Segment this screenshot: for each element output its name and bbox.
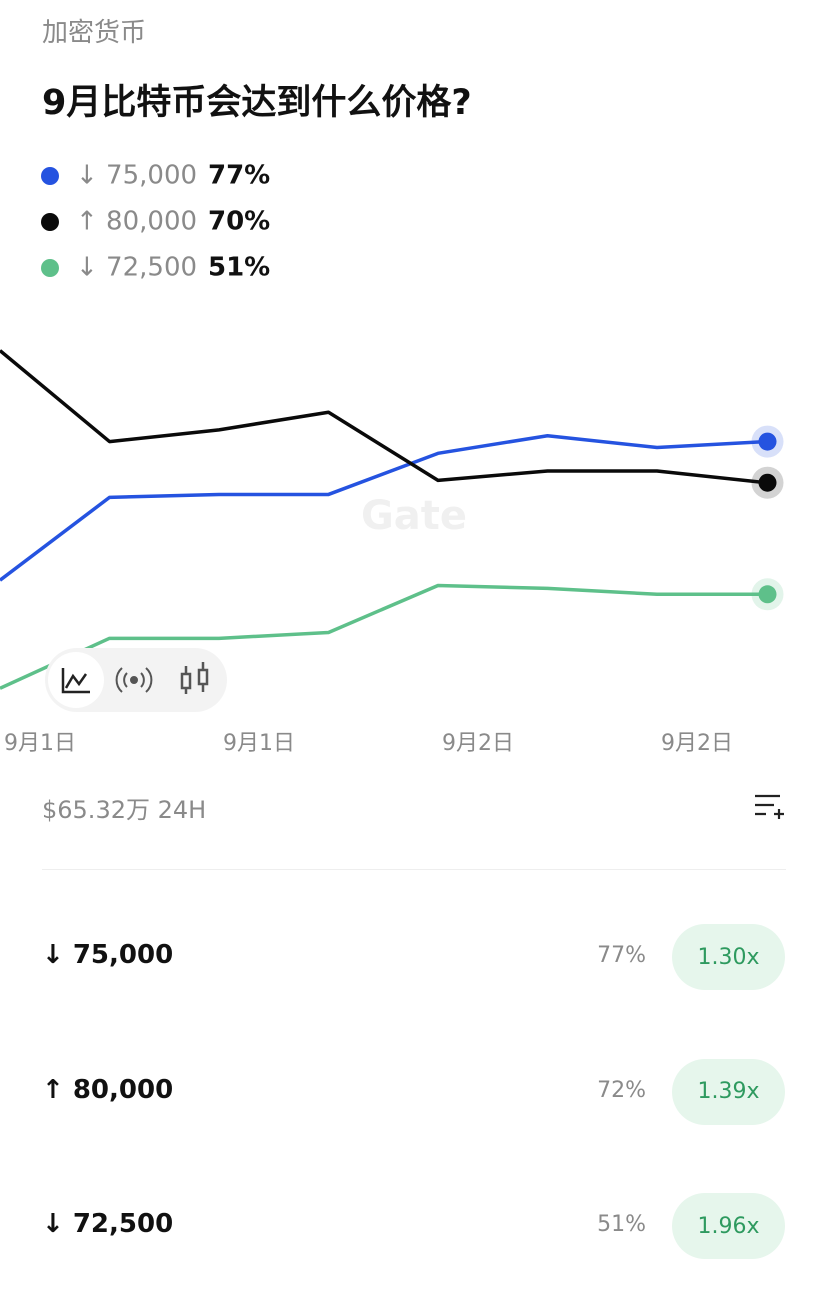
filter-icon[interactable]	[752, 792, 786, 822]
legend-dot	[41, 259, 59, 277]
live-icon[interactable]	[115, 667, 153, 693]
legend-value: 70%	[208, 207, 270, 237]
series-line	[0, 433, 767, 582]
end-marker	[758, 585, 777, 604]
watermark: Gate	[361, 493, 467, 539]
legend-value: 51%	[208, 253, 270, 283]
outcome-probability: 72%	[597, 1077, 646, 1103]
outcome-label: ↓ 75,000	[42, 940, 174, 970]
series-line	[0, 583, 767, 690]
legend-label: ↑ 80,000	[76, 207, 197, 237]
x-tick-label: 9月2日	[661, 731, 733, 756]
end-marker	[758, 432, 777, 451]
x-tick-label: 9月1日	[4, 731, 76, 756]
x-tick-label: 9月2日	[442, 731, 514, 756]
series-line	[0, 349, 767, 485]
market-title: 9月比特币会达到什么价格?	[42, 83, 472, 123]
legend-label: ↓ 75,000	[76, 161, 197, 191]
legend-label: ↓ 72,500	[76, 253, 197, 283]
category: 加密货币	[42, 18, 147, 48]
outcome-odds[interactable]: 1.39x	[672, 1058, 785, 1125]
end-marker	[758, 473, 777, 492]
x-tick-label: 9月1日	[223, 731, 295, 756]
divider	[42, 869, 786, 870]
volume: $65.32万 24H	[42, 796, 207, 824]
outcome-label: ↓ 72,500	[42, 1209, 174, 1239]
outcome-odds[interactable]: 1.30x	[672, 924, 785, 990]
legend-dot	[41, 213, 59, 231]
chart-mode-toggle[interactable]	[45, 648, 227, 712]
outcome-probability: 51%	[597, 1212, 646, 1237]
outcome-probability: 77%	[597, 943, 646, 968]
legend-dot	[41, 167, 59, 185]
legend-value: 77%	[208, 161, 270, 191]
chart: Gate ↓ 75,000 77% ↑ 80,000 70% ↓ 72,500 51% 9月…	[0, 161, 784, 756]
line-icon[interactable]	[61, 668, 90, 694]
outcome-odds[interactable]: 1.96x	[672, 1193, 785, 1259]
outcome-label: ↑ 80,000	[42, 1074, 174, 1105]
candle-icon[interactable]	[180, 662, 209, 694]
